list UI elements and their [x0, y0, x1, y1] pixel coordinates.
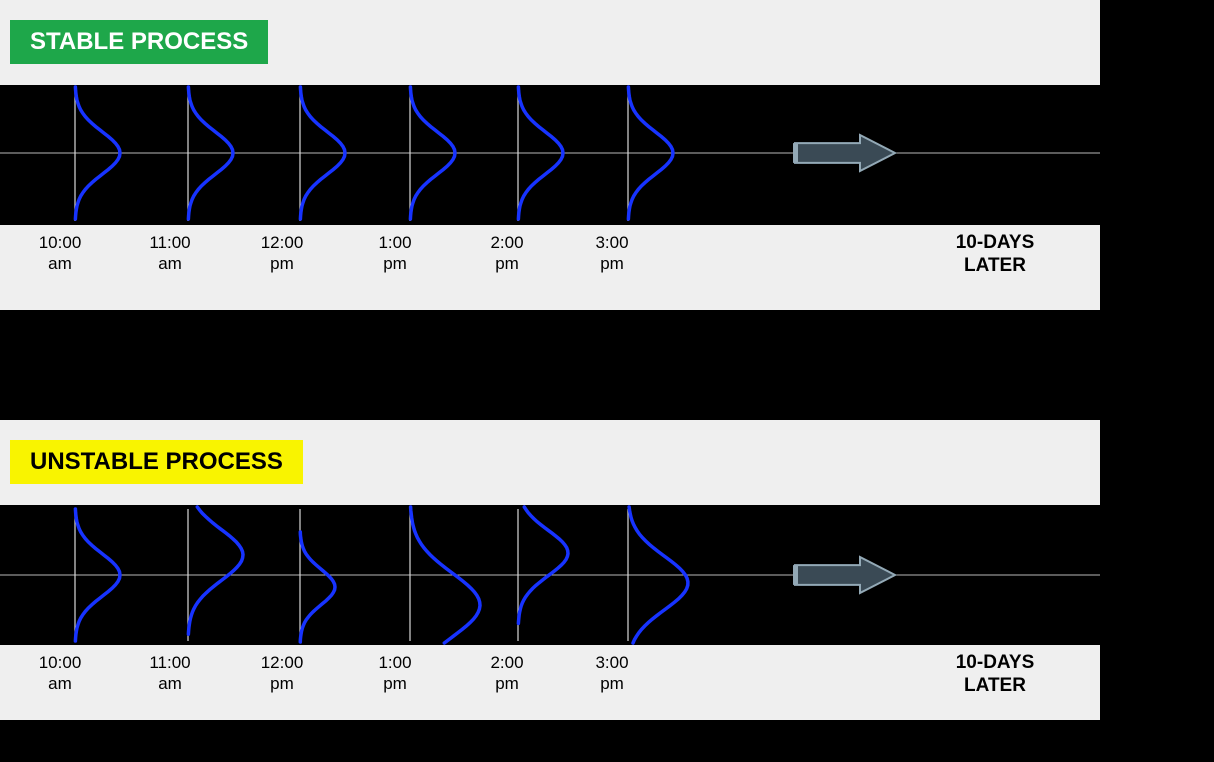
time-value: 2:00 — [490, 232, 523, 253]
time-value: 11:00 — [149, 652, 190, 673]
time-value: 1:00 — [378, 652, 411, 673]
time-period: pm — [378, 253, 411, 274]
time-label-1: 11:00am — [149, 232, 190, 275]
time-period: pm — [261, 253, 304, 274]
unstable-panel: UNSTABLE PROCESS 10:00am11:00am12:00pm1:… — [0, 420, 1100, 720]
time-value: 10:00 — [39, 652, 82, 673]
bell-curve-1 — [188, 507, 243, 634]
later-label: 10-DAYSLATER — [956, 232, 1035, 278]
time-period: pm — [490, 673, 523, 694]
time-label-4: 2:00pm — [490, 652, 523, 695]
stable-title-text: STABLE PROCESS — [30, 28, 248, 55]
time-value: 12:00 — [261, 232, 304, 253]
arrow-tail-bar — [793, 143, 798, 163]
arrow-tail-bar — [793, 565, 798, 585]
arrow-icon — [795, 135, 895, 171]
time-value: 12:00 — [261, 652, 304, 673]
arrow-icon — [795, 557, 895, 593]
time-label-1: 11:00am — [149, 652, 190, 695]
unstable-title-text: UNSTABLE PROCESS — [30, 448, 283, 475]
time-label-2: 12:00pm — [261, 652, 304, 695]
time-label-5: 3:00pm — [595, 652, 628, 695]
time-period: am — [149, 673, 190, 694]
later-line-2: LATER — [956, 675, 1035, 698]
unstable-time-labels: 10:00am11:00am12:00pm1:00pm2:00pm3:00pm1… — [0, 652, 1100, 712]
bell-curve-4 — [518, 507, 568, 623]
unstable-title-badge: UNSTABLE PROCESS — [10, 440, 303, 484]
time-period: pm — [261, 673, 304, 694]
time-label-4: 2:00pm — [490, 232, 523, 275]
time-period: am — [39, 673, 82, 694]
bell-curve-2 — [300, 532, 335, 642]
time-period: pm — [595, 253, 628, 274]
time-value: 3:00 — [595, 652, 628, 673]
time-period: pm — [490, 253, 523, 274]
time-value: 3:00 — [595, 232, 628, 253]
time-label-3: 1:00pm — [378, 652, 411, 695]
later-line-2: LATER — [956, 255, 1035, 278]
time-label-3: 1:00pm — [378, 232, 411, 275]
later-line-1: 10-DAYS — [956, 232, 1035, 255]
time-value: 11:00 — [149, 232, 190, 253]
time-value: 1:00 — [378, 232, 411, 253]
time-period: am — [39, 253, 82, 274]
stable-title-badge: STABLE PROCESS — [10, 20, 268, 64]
stable-chart-strip — [0, 85, 1100, 225]
time-period: am — [149, 253, 190, 274]
time-label-5: 3:00pm — [595, 232, 628, 275]
time-label-0: 10:00am — [39, 652, 82, 695]
time-period: pm — [595, 673, 628, 694]
unstable-chart-strip — [0, 505, 1100, 645]
time-value: 2:00 — [490, 652, 523, 673]
time-period: pm — [378, 673, 411, 694]
stable-time-labels: 10:00am11:00am12:00pm1:00pm2:00pm3:00pm1… — [0, 232, 1100, 292]
later-line-1: 10-DAYS — [956, 652, 1035, 675]
stable-panel: STABLE PROCESS 10:00am11:00am12:00pm1:00… — [0, 0, 1100, 310]
later-label: 10-DAYSLATER — [956, 652, 1035, 698]
time-value: 10:00 — [39, 232, 82, 253]
stable-chart-svg — [0, 85, 1100, 225]
unstable-chart-svg — [0, 505, 1100, 645]
time-label-0: 10:00am — [39, 232, 82, 275]
time-label-2: 12:00pm — [261, 232, 304, 275]
